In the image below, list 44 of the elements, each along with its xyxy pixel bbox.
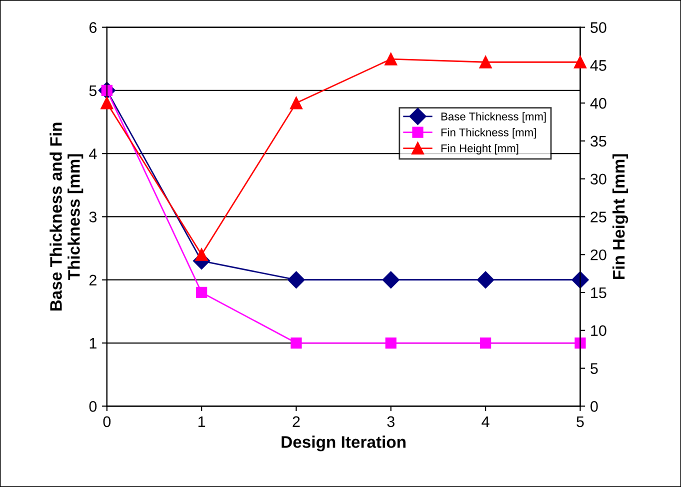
point (290, 337, 302, 349)
point (288, 271, 305, 288)
y2-tick-label: 15 (591, 288, 606, 298)
y-tick-label: 0 (89, 401, 97, 412)
point (384, 52, 398, 66)
y2-tick-label: 5 (590, 363, 598, 374)
y-tick-label: 2 (89, 274, 96, 286)
x-tick-label: 2 (292, 416, 300, 427)
y-tick-label: 3 (89, 212, 97, 222)
y-tick-label: 5 (89, 85, 97, 96)
y-axis-title: Base Thickness and Fin Thickness [mm] (50, 122, 84, 311)
legend-label: Fin Height [mm] (441, 144, 518, 154)
y2-tick-label: 20 (590, 249, 606, 260)
point (574, 56, 586, 68)
x-tick-label: 0 (103, 416, 111, 428)
point (480, 337, 492, 349)
point (479, 56, 492, 68)
x-tick-label: 4 (482, 416, 490, 427)
y2-tick-label: 45 (590, 60, 606, 71)
y-tick-label: 6 (89, 22, 97, 33)
y2-tick-label: 35 (590, 136, 606, 147)
point (382, 271, 400, 288)
x-axis-title: Design Iteration (282, 436, 406, 452)
point (574, 337, 586, 349)
x-tick-label: 5 (576, 416, 584, 428)
y-tick-label: 1 (90, 338, 96, 349)
point (195, 248, 208, 261)
point (477, 271, 494, 288)
y2-tick-label: 0 (590, 401, 598, 412)
x-tick-label: 1 (198, 416, 206, 427)
y2-tick-label: 50 (590, 22, 606, 33)
point (100, 96, 114, 110)
y2-tick-label: 10 (591, 325, 606, 336)
legend-label: Base Thickness [mm] (441, 112, 546, 123)
x-tick-label: 3 (387, 416, 394, 428)
y2-axis-title: Fin Height [mm] (612, 154, 628, 280)
y2-tick-label: 40 (590, 98, 606, 109)
point (290, 96, 302, 110)
point (196, 286, 208, 298)
y-tick-label: 4 (89, 148, 97, 160)
legend-label: Fin Thickness [mm] (441, 128, 536, 139)
y2-tick-label: 25 (590, 212, 606, 222)
y2-tick-label: 30 (590, 174, 606, 185)
point (385, 337, 396, 349)
